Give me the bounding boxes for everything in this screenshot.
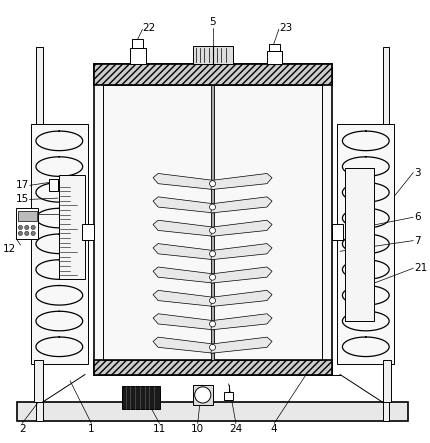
Circle shape (209, 274, 215, 280)
Text: 7: 7 (415, 236, 421, 245)
Bar (17, 402, 408, 421)
Bar (82, 225, 93, 240)
Circle shape (195, 387, 211, 403)
Bar (383, 47, 389, 421)
Bar (103, 85, 322, 360)
Text: 15: 15 (15, 194, 29, 204)
Circle shape (209, 321, 215, 327)
Polygon shape (153, 337, 214, 353)
Polygon shape (153, 290, 214, 307)
Text: 21: 21 (415, 263, 428, 273)
Text: 22: 22 (142, 23, 156, 33)
Circle shape (209, 344, 215, 350)
Text: 11: 11 (153, 424, 166, 434)
Bar (130, 48, 146, 64)
Text: 1: 1 (88, 424, 95, 434)
Bar (193, 46, 233, 64)
Bar (337, 124, 394, 364)
Bar (31, 124, 88, 364)
Polygon shape (211, 197, 272, 213)
Text: 12: 12 (3, 244, 16, 254)
Text: 24: 24 (229, 424, 243, 434)
Polygon shape (211, 337, 272, 353)
Bar (383, 360, 391, 402)
Circle shape (18, 231, 22, 236)
Bar (123, 386, 160, 409)
Bar (267, 51, 282, 64)
Circle shape (31, 231, 35, 236)
Bar (93, 64, 332, 374)
Text: 3: 3 (415, 167, 421, 178)
Circle shape (18, 225, 22, 229)
Polygon shape (211, 314, 272, 330)
Circle shape (31, 225, 35, 229)
Text: 6: 6 (415, 212, 421, 222)
Bar (34, 360, 43, 402)
Text: 17: 17 (15, 180, 29, 190)
Circle shape (25, 225, 29, 229)
Circle shape (25, 231, 29, 236)
Bar (269, 44, 280, 51)
Text: 5: 5 (209, 17, 216, 27)
Bar (132, 39, 143, 48)
Bar (211, 85, 214, 360)
Polygon shape (211, 220, 272, 237)
Bar (58, 175, 85, 279)
Text: 18: 18 (15, 209, 29, 219)
Circle shape (209, 204, 215, 210)
Bar (93, 64, 332, 85)
Polygon shape (211, 267, 272, 283)
Polygon shape (153, 244, 214, 260)
Text: 2: 2 (19, 424, 25, 434)
Polygon shape (211, 244, 272, 260)
Bar (93, 360, 332, 374)
Polygon shape (211, 290, 272, 307)
Polygon shape (211, 174, 272, 190)
Bar (332, 225, 344, 240)
Bar (36, 47, 43, 421)
Circle shape (209, 298, 215, 303)
Bar (49, 179, 58, 191)
Circle shape (209, 251, 215, 257)
Bar (224, 392, 233, 400)
Bar (18, 211, 37, 221)
Polygon shape (153, 220, 214, 237)
Polygon shape (153, 267, 214, 283)
Polygon shape (153, 174, 214, 190)
Bar (16, 208, 38, 238)
Bar (193, 385, 213, 405)
Polygon shape (153, 197, 214, 213)
Circle shape (209, 181, 215, 187)
Polygon shape (153, 314, 214, 330)
Bar (345, 168, 374, 321)
Text: 10: 10 (191, 424, 204, 434)
Circle shape (209, 227, 215, 233)
Text: 4: 4 (271, 424, 277, 434)
Text: 23: 23 (279, 23, 292, 33)
